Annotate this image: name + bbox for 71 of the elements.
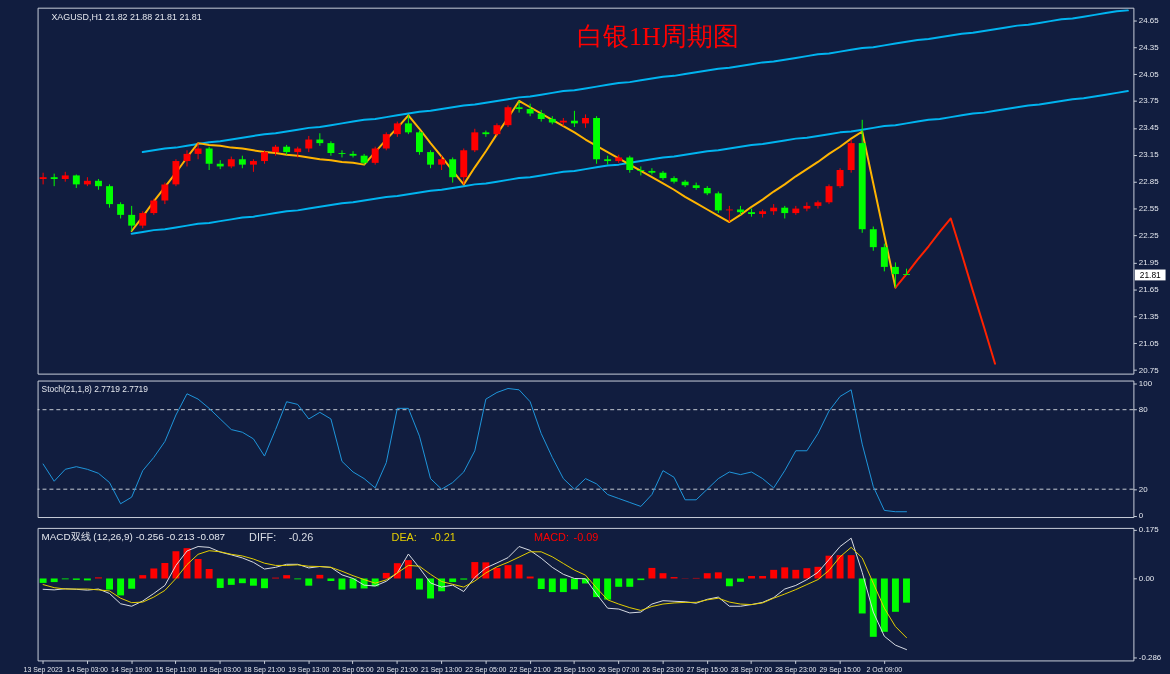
bar (249, 578, 257, 586)
y-tick-label: 0.00 (1138, 573, 1155, 583)
bar (858, 578, 866, 614)
bar (416, 578, 423, 590)
chart-title: Stoch(21,1,8) 2.7719 2.7719 (41, 384, 149, 395)
y-tick-label: 21.05 (1138, 338, 1160, 348)
y-tick-label: 21.35 (1138, 311, 1160, 321)
bar (648, 567, 656, 579)
text: MACD: (533, 530, 569, 543)
bar (836, 555, 844, 579)
bar (194, 559, 202, 579)
bar (150, 568, 158, 579)
candlestick (39, 172, 47, 185)
y-tick-label: 21.65 (1138, 284, 1160, 294)
y-tick-label: 80 (1138, 405, 1149, 415)
bar (39, 578, 47, 583)
y-tick-label: 100 (1138, 378, 1153, 388)
bar (349, 578, 357, 589)
bar (404, 560, 412, 579)
annotation: -0.21 (431, 530, 456, 543)
bar (238, 578, 246, 584)
bar (615, 578, 623, 587)
y-tick-label: 0.175 (1138, 525, 1160, 535)
annotation: -0.26 (288, 530, 314, 543)
bar (570, 578, 578, 590)
bar (714, 572, 722, 579)
text: DEA: (391, 530, 417, 543)
annotation: -0.09 (573, 530, 599, 543)
bar (703, 573, 711, 579)
line-series (42, 546, 907, 639)
bar (305, 578, 313, 586)
bar (50, 578, 58, 583)
bar (803, 568, 811, 579)
y-tick-label: 20.75 (1138, 365, 1160, 375)
bar (327, 578, 335, 581)
bar (548, 578, 556, 593)
bar (891, 578, 899, 612)
bar (880, 578, 888, 632)
bar (725, 578, 733, 587)
line-series (42, 387, 907, 513)
bar (792, 569, 800, 579)
bar (847, 555, 855, 579)
bar (737, 578, 744, 582)
y-tick-label: -0.286 (1138, 653, 1162, 663)
bar (471, 562, 479, 579)
bar (427, 578, 434, 599)
series-label: DIFF: (249, 530, 277, 543)
chart-title: MACD双线 (12,26,9) -0.256 -0.213 -0.087 (41, 530, 226, 542)
bar (537, 578, 545, 590)
bar (781, 567, 789, 579)
bar (117, 578, 125, 596)
y-tick-label: 20 (1138, 484, 1149, 494)
bar (515, 564, 523, 579)
bar (216, 578, 224, 588)
bar (604, 578, 612, 600)
bar (128, 578, 136, 589)
bar (449, 578, 457, 583)
bar (626, 578, 634, 587)
bar (559, 578, 567, 593)
bar (903, 578, 910, 603)
bar (261, 578, 268, 589)
bar (139, 575, 147, 579)
bar (205, 569, 213, 579)
bar (493, 567, 501, 579)
bar (283, 575, 291, 579)
bar (770, 569, 778, 579)
bar (227, 578, 235, 585)
y-tick-label: 0 (1138, 511, 1144, 521)
bar (338, 578, 346, 590)
bar (106, 578, 113, 590)
bar (161, 562, 169, 579)
